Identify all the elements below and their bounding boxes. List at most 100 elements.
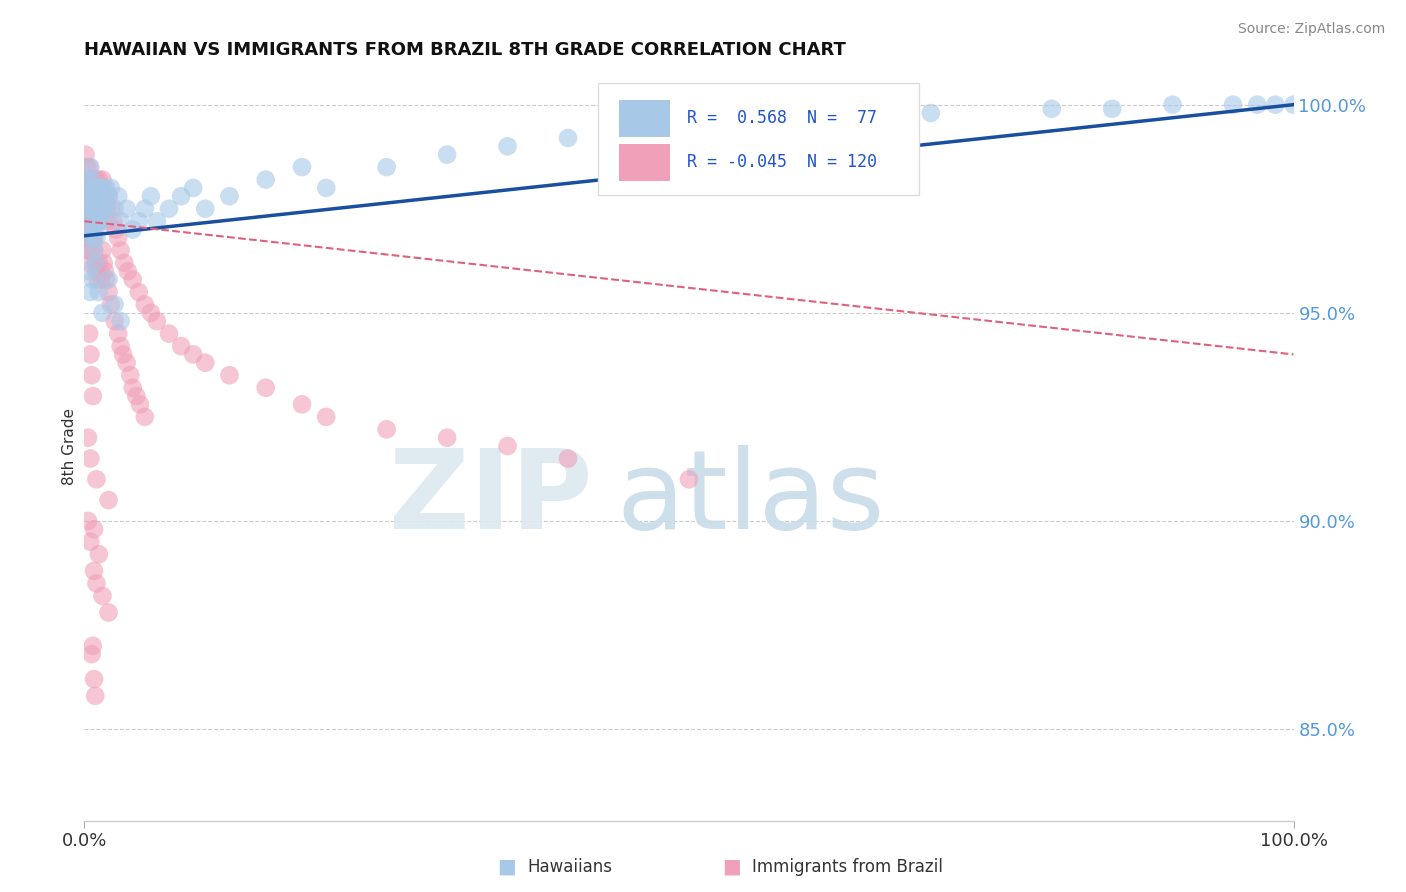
Point [77, 202, 100, 216]
Point [110, 314, 132, 328]
Point [110, 244, 132, 258]
Point [77, 514, 100, 528]
Point [84, 202, 107, 216]
Point [93, 181, 115, 195]
Point [1264, 97, 1286, 112]
Point [80, 181, 103, 195]
Point [115, 202, 138, 216]
Point [96, 214, 118, 228]
Point [77, 214, 100, 228]
Point [1222, 97, 1244, 112]
Point [94, 189, 117, 203]
Point [104, 314, 127, 328]
Point [170, 339, 193, 353]
Point [87, 256, 110, 270]
Point [77, 202, 100, 216]
Point [75, 147, 97, 161]
Point [80, 202, 103, 216]
Point [139, 306, 162, 320]
Point [77, 181, 100, 195]
Point [93, 256, 115, 270]
Point [117, 264, 139, 278]
Point [86, 272, 108, 286]
Point [89, 214, 111, 228]
Point [82, 389, 104, 403]
Point [89, 181, 111, 195]
Point [194, 202, 217, 216]
Point [436, 147, 458, 161]
Point [77, 244, 100, 258]
Text: ZIP: ZIP [389, 445, 592, 552]
Point [83, 672, 105, 686]
Point [94, 202, 117, 216]
Point [79, 451, 101, 466]
Point [121, 381, 143, 395]
Point [170, 189, 193, 203]
Point [94, 264, 117, 278]
Point [87, 202, 110, 216]
Point [799, 110, 821, 124]
Point [91, 306, 114, 320]
Point [121, 272, 143, 286]
Point [83, 244, 105, 258]
Point [115, 356, 138, 370]
Point [146, 314, 169, 328]
Bar [619, 144, 669, 181]
Point [104, 202, 127, 216]
Point [75, 214, 97, 228]
Point [91, 189, 114, 203]
Point [87, 181, 110, 195]
Text: Immigrants from Brazil: Immigrants from Brazil [752, 858, 943, 876]
Point [82, 181, 104, 195]
Point [77, 160, 100, 174]
Point [77, 264, 100, 278]
Point [77, 172, 100, 186]
Point [87, 172, 110, 186]
Point [194, 356, 217, 370]
Point [291, 397, 314, 411]
Point [90, 189, 112, 203]
Point [91, 589, 114, 603]
Point [83, 244, 105, 258]
Point [134, 297, 156, 311]
Point [86, 576, 108, 591]
Point [87, 189, 110, 203]
Point [557, 451, 579, 466]
Point [112, 347, 135, 361]
Point [107, 189, 129, 203]
Point [84, 256, 107, 270]
Point [77, 326, 100, 341]
Point [97, 272, 120, 286]
Point [80, 231, 103, 245]
Point [84, 256, 107, 270]
Point [94, 272, 117, 286]
Point [79, 285, 101, 299]
Point [91, 181, 114, 195]
Point [218, 368, 240, 383]
Point [103, 214, 125, 228]
Point [91, 214, 114, 228]
Point [104, 222, 127, 236]
Point [75, 172, 97, 186]
Point [83, 181, 105, 195]
Point [87, 285, 110, 299]
Point [83, 214, 105, 228]
Point [80, 172, 103, 186]
Point [79, 214, 101, 228]
Point [125, 389, 148, 403]
Point [86, 231, 108, 245]
Point [89, 202, 111, 216]
Point [77, 214, 100, 228]
Point [86, 189, 108, 203]
Point [93, 202, 115, 216]
Point [83, 189, 105, 203]
Text: R = -0.045  N = 120: R = -0.045 N = 120 [686, 153, 876, 171]
Point [84, 222, 107, 236]
Point [134, 409, 156, 424]
Point [678, 119, 700, 133]
Point [82, 231, 104, 245]
Point [97, 493, 120, 508]
Point [128, 285, 150, 299]
Point [104, 297, 127, 311]
Point [100, 202, 122, 216]
